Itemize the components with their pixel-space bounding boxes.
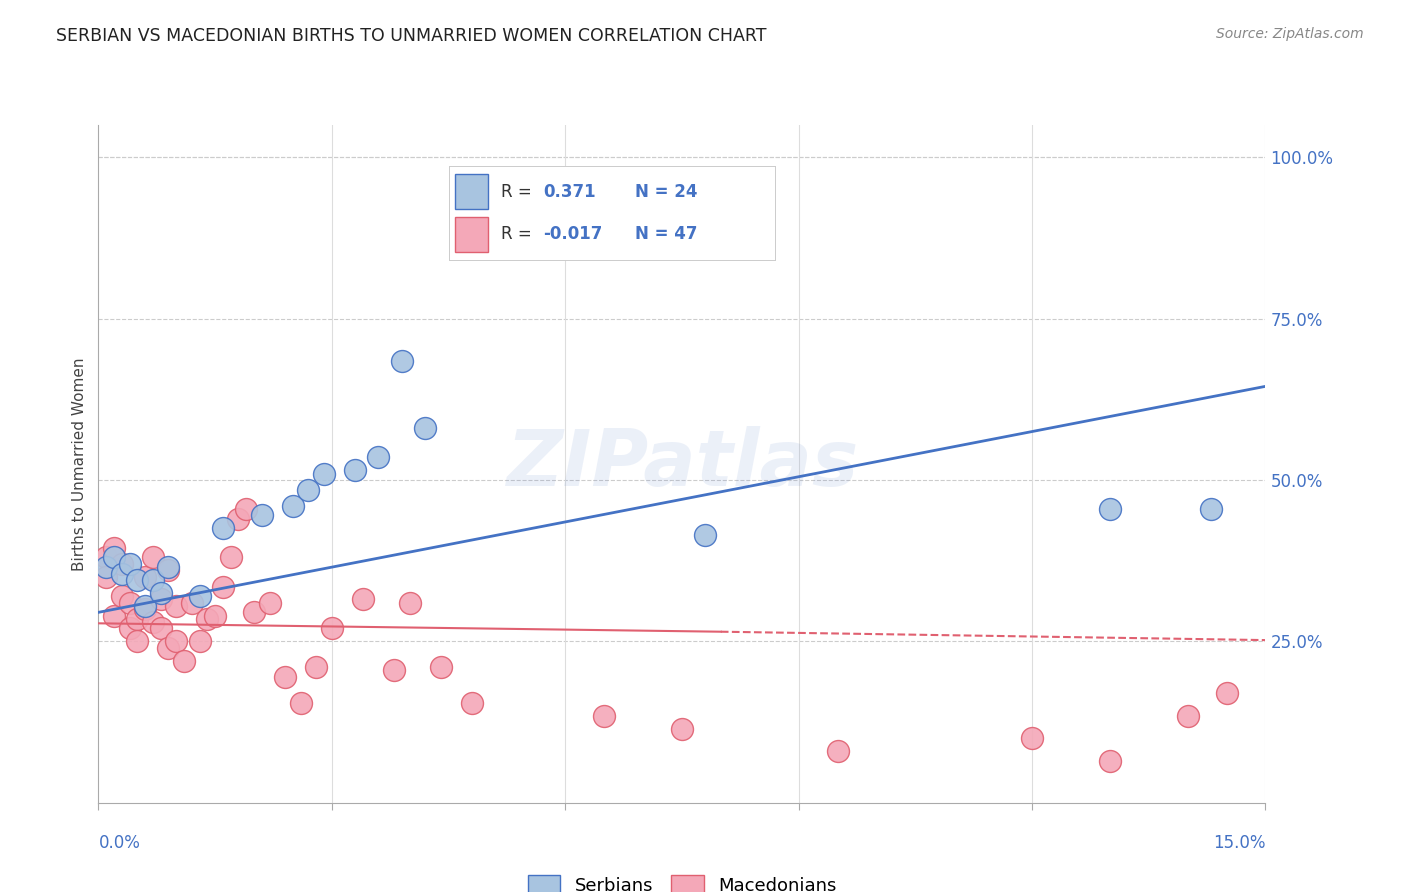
Text: R =: R = <box>501 183 531 201</box>
Text: 0.0%: 0.0% <box>98 834 141 852</box>
Point <box>96 570 118 584</box>
Point <box>367 450 389 465</box>
Point <box>1098 502 1121 516</box>
FancyBboxPatch shape <box>456 217 488 252</box>
Legend: Serbians, Macedonians: Serbians, Macedonians <box>520 868 844 892</box>
Point <box>312 467 335 481</box>
FancyBboxPatch shape <box>456 174 488 210</box>
Point <box>1199 502 1222 516</box>
Point <box>127 634 149 648</box>
Point <box>134 599 156 613</box>
Point <box>413 421 436 435</box>
Point <box>142 615 165 629</box>
Point <box>111 589 134 603</box>
Point <box>127 573 149 587</box>
Point <box>165 634 187 648</box>
Point <box>219 550 242 565</box>
Point <box>382 664 405 678</box>
Point <box>344 463 367 477</box>
Text: N = 24: N = 24 <box>634 183 697 201</box>
Point <box>142 573 165 587</box>
Point <box>188 589 211 603</box>
Point <box>157 560 180 574</box>
Point <box>274 670 297 684</box>
Point <box>195 612 218 626</box>
Y-axis label: Births to Unmarried Women: Births to Unmarried Women <box>72 357 87 571</box>
Text: -0.017: -0.017 <box>543 226 603 244</box>
Point <box>149 622 172 636</box>
Point <box>259 596 281 610</box>
Point <box>235 502 257 516</box>
Point <box>305 660 328 674</box>
Point <box>157 563 180 577</box>
Point <box>321 622 343 636</box>
Point <box>118 557 141 571</box>
Point <box>1215 686 1237 700</box>
Point <box>111 566 134 581</box>
Point <box>157 640 180 655</box>
Point <box>827 744 849 758</box>
Point <box>212 580 235 594</box>
Text: SERBIAN VS MACEDONIAN BIRTHS TO UNMARRIED WOMEN CORRELATION CHART: SERBIAN VS MACEDONIAN BIRTHS TO UNMARRIE… <box>56 27 766 45</box>
Point <box>391 353 413 368</box>
Point <box>165 599 187 613</box>
Point <box>96 560 118 574</box>
Point <box>118 596 141 610</box>
Point <box>1098 754 1121 768</box>
Point <box>142 550 165 565</box>
Point <box>398 596 420 610</box>
Point <box>149 586 172 600</box>
Point <box>103 541 125 555</box>
Text: R =: R = <box>501 226 531 244</box>
Text: Source: ZipAtlas.com: Source: ZipAtlas.com <box>1216 27 1364 41</box>
Point <box>134 570 156 584</box>
Point <box>103 550 125 565</box>
Point <box>127 612 149 626</box>
Text: ZIPatlas: ZIPatlas <box>506 425 858 502</box>
Point <box>1021 731 1043 746</box>
Point <box>290 696 312 710</box>
Point <box>593 708 616 723</box>
Point <box>352 592 374 607</box>
Point <box>173 654 195 668</box>
Point <box>111 557 134 571</box>
Text: N = 47: N = 47 <box>634 226 697 244</box>
Point <box>212 521 235 535</box>
Point <box>96 550 118 565</box>
Point <box>1177 708 1199 723</box>
Point <box>281 499 304 513</box>
Point <box>228 512 250 526</box>
Text: 0.371: 0.371 <box>543 183 596 201</box>
Point <box>461 696 484 710</box>
Point <box>118 622 141 636</box>
Point <box>429 660 451 674</box>
Point <box>243 605 266 619</box>
Point <box>103 608 125 623</box>
Point <box>695 528 717 542</box>
Point <box>297 483 319 497</box>
Text: 15.0%: 15.0% <box>1213 834 1265 852</box>
Point <box>149 592 172 607</box>
Point <box>204 608 226 623</box>
Point <box>188 634 211 648</box>
Point <box>671 722 693 736</box>
Point <box>134 602 156 616</box>
Point <box>180 596 202 610</box>
Point <box>250 508 273 523</box>
